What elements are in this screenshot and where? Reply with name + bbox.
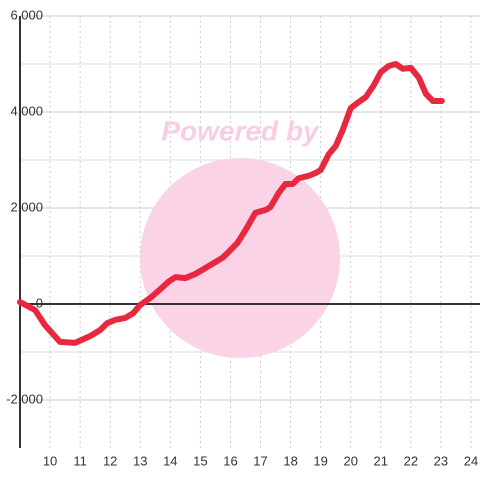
x-tick-label: 20: [343, 453, 357, 468]
y-tick-label: 0: [36, 295, 43, 310]
x-tick-label: 24: [464, 453, 478, 468]
x-tick-label: 10: [43, 453, 57, 468]
x-tick-label: 17: [253, 453, 267, 468]
x-tick-label: 16: [223, 453, 237, 468]
watermark-text: Powered by: [161, 115, 320, 146]
series-line: [17, 61, 445, 346]
x-tick-label: 21: [374, 453, 388, 468]
x-tick-label: 15: [193, 453, 207, 468]
x-tick-label: 19: [313, 453, 327, 468]
x-tick-label: 22: [404, 453, 418, 468]
x-tick-label: 14: [163, 453, 177, 468]
y-tick-label: 4,000: [10, 103, 43, 118]
x-tick-label: 12: [103, 453, 117, 468]
x-tick-label: 11: [73, 453, 87, 468]
y-tick-label: 6,000: [10, 7, 43, 22]
watermark-logo: [140, 158, 340, 358]
x-tick-label: 18: [283, 453, 297, 468]
y-tick-label: 2,000: [10, 199, 43, 214]
y-tick-label: -2,000: [6, 391, 43, 406]
x-tick-label: 23: [434, 453, 448, 468]
x-tick-label: 13: [133, 453, 147, 468]
